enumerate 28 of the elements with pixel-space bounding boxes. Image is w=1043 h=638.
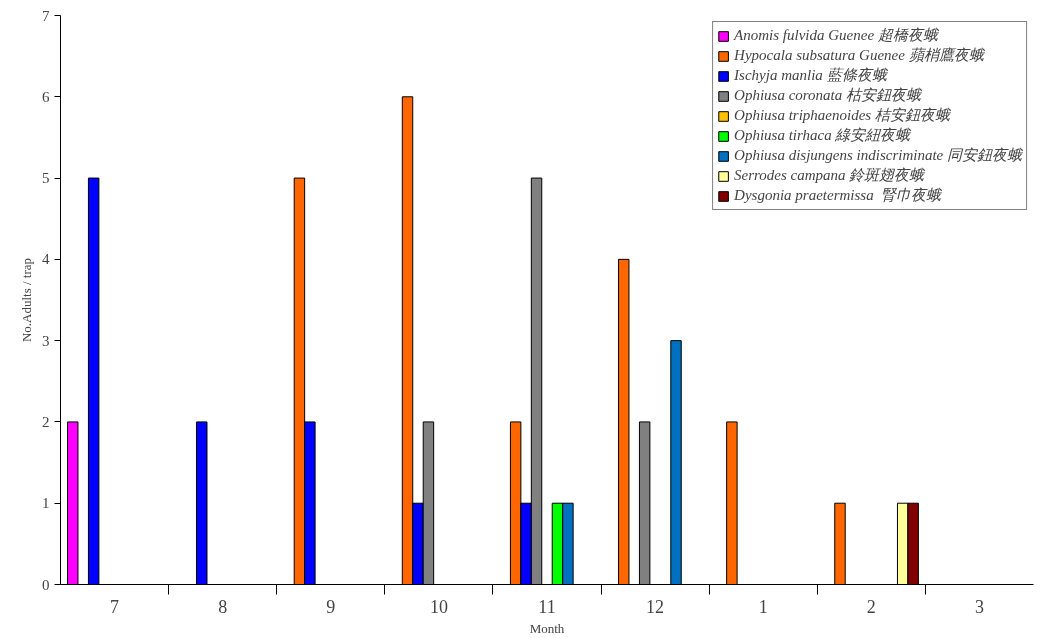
y-tick-label: 3 <box>42 332 50 349</box>
x-tick-label: 11 <box>538 596 556 617</box>
y-tick-label: 4 <box>42 251 50 268</box>
legend-label: Hypocala subsatura Guenee 蘋梢鷹夜蛾 <box>734 46 984 65</box>
x-tick-label: 7 <box>110 596 120 617</box>
x-tick-label: 3 <box>974 596 984 617</box>
x-tick-label: 9 <box>326 596 336 617</box>
x-tick-label: 2 <box>866 596 876 617</box>
y-tick-label: 5 <box>42 170 50 187</box>
y-tick-label: 0 <box>42 576 50 593</box>
y-tick-label: 2 <box>42 413 50 430</box>
legend-label: Ophiusa coronata 枯安鈕夜蛾 <box>734 86 922 105</box>
legend-label: Ophiusa tirhaca 綠安紐夜蛾 <box>734 126 911 145</box>
legend-label: Ophiusa triphaenoides 桔安鈕夜蛾 <box>734 106 950 125</box>
y-tick-label: 1 <box>42 495 50 512</box>
y-tick-label: 6 <box>42 88 50 105</box>
y-tick-label: 7 <box>42 7 50 24</box>
legend-label: Dysgonia praetermissa 腎巾夜蛾 <box>734 186 942 205</box>
x-axis-title: Month <box>529 620 565 636</box>
legend-label: Anomis fulvida Guenee 超橋夜蛾 <box>734 26 938 45</box>
x-tick-label: 10 <box>429 596 448 617</box>
x-tick-label: 1 <box>758 596 768 617</box>
x-tick-label: 8 <box>218 596 228 617</box>
y-axis-title: No.Adults / trap <box>19 257 34 343</box>
x-tick-label: 12 <box>646 596 665 617</box>
legend-label: Ophiusa disjungens indiscriminate 同安鈕夜蛾 <box>734 146 1022 165</box>
legend-label: Ischyja manlia 藍條夜蛾 <box>734 66 887 85</box>
legend-label: Serrodes campana 鈴斑翅夜蛾 <box>734 166 925 185</box>
